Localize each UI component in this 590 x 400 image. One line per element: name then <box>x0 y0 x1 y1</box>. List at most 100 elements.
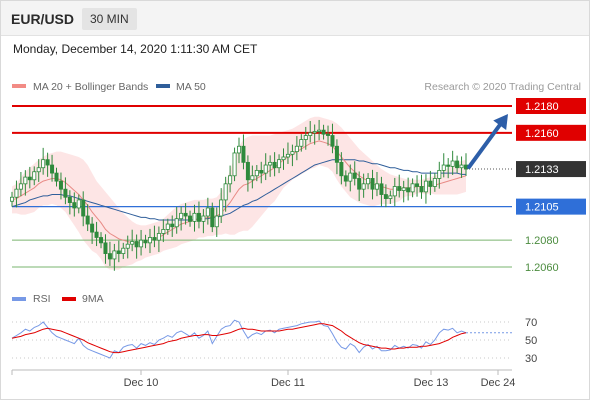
candle-body <box>317 129 322 132</box>
candle-body <box>388 195 393 199</box>
candle-body <box>339 161 344 177</box>
candle-body <box>254 169 259 177</box>
candle-body <box>205 207 210 217</box>
rsi-9ma-line <box>11 323 467 354</box>
candle-body <box>326 133 331 136</box>
candle-body <box>147 237 152 244</box>
candle-body <box>85 215 90 225</box>
candle-body <box>299 139 304 147</box>
current-price-tag <box>516 161 586 178</box>
candle-body <box>27 176 32 181</box>
level-label-1.2060: 1.2060 <box>525 262 559 274</box>
x-tick-label-dec-11: Dec 11 <box>271 377 305 389</box>
x-tick-label-dec-13: Dec 13 <box>414 377 449 389</box>
candle-body <box>134 241 139 248</box>
candle-body <box>361 183 366 190</box>
candle-body <box>125 243 130 249</box>
legend-rsi-label: RSI <box>33 293 51 305</box>
candle-body <box>23 176 28 185</box>
candle-body <box>272 161 277 169</box>
candle-body <box>192 212 197 222</box>
level-tag-1.2180 <box>516 98 586 114</box>
candle-body <box>370 178 375 190</box>
candle-body <box>334 145 339 163</box>
candle-body <box>281 156 286 161</box>
candle-body <box>174 218 179 228</box>
legend-ma20-label: MA 20 + Bollinger Bands <box>33 81 148 93</box>
candle-body <box>139 239 144 248</box>
candle-body <box>459 164 464 169</box>
level-label-1.2105: 1.2105 <box>525 202 559 214</box>
candle-body <box>406 187 411 193</box>
candle-body <box>161 229 166 234</box>
candle-body <box>268 161 273 166</box>
candle-body <box>152 237 157 241</box>
candle-body <box>277 159 282 169</box>
x-tick-label-dec-24: Dec 24 <box>481 377 516 389</box>
candle-body <box>14 188 19 198</box>
candle-body <box>383 194 388 199</box>
candle-body <box>116 250 121 254</box>
candle-body <box>285 153 290 158</box>
candle-body <box>392 186 397 197</box>
candle-body <box>130 241 135 245</box>
timeframe-button[interactable]: 30 MIN <box>82 8 137 30</box>
legend-ma50-label: MA 50 <box>176 81 206 93</box>
candle-body <box>223 183 228 201</box>
candle-body <box>303 135 308 140</box>
candle-body <box>210 207 215 228</box>
candle-body <box>183 212 188 217</box>
candle-body <box>50 164 55 174</box>
candle-body <box>241 145 246 163</box>
level-label-1.2080: 1.2080 <box>525 235 559 247</box>
candle-body <box>415 183 420 187</box>
candle-body <box>312 131 317 134</box>
candle-body <box>156 233 161 241</box>
level-tag-1.2160 <box>516 124 586 141</box>
candle-body <box>437 169 442 179</box>
candle-body <box>330 135 335 147</box>
candle-body <box>236 145 241 154</box>
candle-body <box>41 159 46 169</box>
rsi-tick-70: 70 <box>525 317 537 329</box>
candle-body <box>432 178 437 187</box>
candle-body <box>143 239 148 244</box>
candle-body <box>290 151 295 155</box>
candle-body <box>401 187 406 191</box>
candle-body <box>67 196 72 204</box>
instrument-title: EUR/USD <box>11 11 75 27</box>
candle-body <box>419 186 424 193</box>
candle-body <box>228 175 233 185</box>
candle-body <box>245 161 250 181</box>
level-tag-1.2105 <box>516 198 586 215</box>
candle-body <box>9 196 14 202</box>
candle-body <box>179 212 184 220</box>
candle-body <box>81 199 86 217</box>
candle-body <box>294 145 299 153</box>
candle-body <box>263 164 268 174</box>
candle-body <box>188 215 193 222</box>
candle-body <box>455 160 460 169</box>
chart-datetime: Monday, December 14, 2020 1:11:30 AM CET <box>13 42 258 56</box>
rsi-tick-50: 50 <box>525 335 537 347</box>
candle-body <box>99 237 104 244</box>
level-label-1.2160: 1.2160 <box>525 128 559 140</box>
rsi-tick-30: 30 <box>525 353 537 365</box>
candle-body <box>90 223 95 233</box>
candle-body <box>165 223 170 230</box>
candle-body <box>352 172 357 179</box>
candle-body <box>201 215 206 222</box>
legend-rsi-swatch <box>12 297 26 301</box>
candle-body <box>379 183 384 195</box>
chart-header: EUR/USD 30 MIN <box>1 1 589 36</box>
candle-body <box>446 164 451 167</box>
candle-body <box>103 242 108 254</box>
candle-body <box>410 183 415 193</box>
candle-body <box>112 250 117 260</box>
candle-body <box>259 169 264 174</box>
candle-body <box>441 164 446 171</box>
candle-body <box>18 183 23 190</box>
current-price-label: 1.2133 <box>525 164 559 176</box>
candle-body <box>45 159 50 166</box>
